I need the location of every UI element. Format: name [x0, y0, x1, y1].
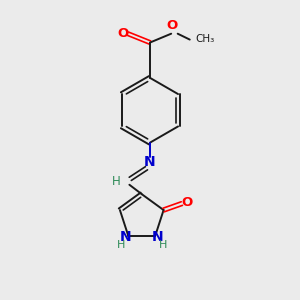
- Text: N: N: [144, 155, 156, 170]
- Text: O: O: [166, 19, 177, 32]
- Text: O: O: [182, 196, 193, 209]
- Text: O: O: [117, 27, 128, 40]
- Text: H: H: [159, 240, 167, 250]
- Text: N: N: [120, 230, 132, 244]
- Text: H: H: [116, 240, 125, 250]
- Text: H: H: [112, 175, 121, 188]
- Text: N: N: [152, 230, 164, 244]
- Text: CH₃: CH₃: [195, 34, 214, 44]
